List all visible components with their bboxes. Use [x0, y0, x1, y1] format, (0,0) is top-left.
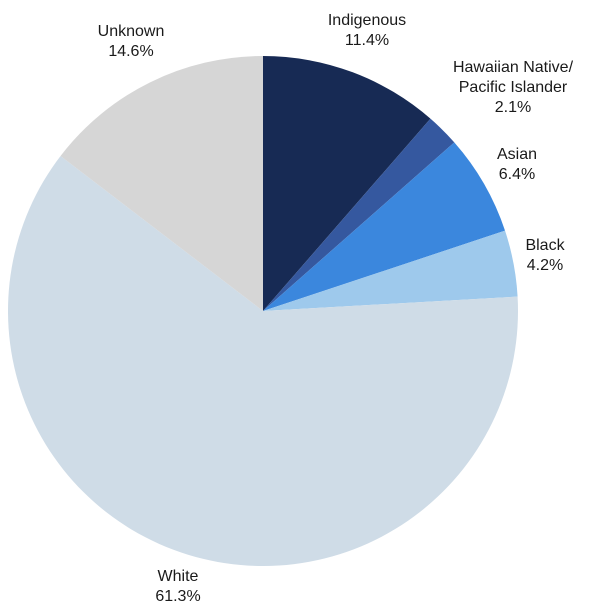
pie-slice-white [7, 155, 518, 567]
slice-value-label: 2.1% [495, 99, 531, 116]
pie-slices [7, 56, 518, 567]
pie-slice-asian [263, 142, 506, 311]
slice-value-label: 14.6% [108, 43, 153, 60]
slice-category-label: Asian [497, 146, 537, 163]
pie-slice-indigenous [263, 56, 431, 311]
pie-labels: Indigenous 11.4% Hawaiian Native/Pacific I… [98, 12, 574, 605]
slice-value-label: 6.4% [499, 166, 535, 183]
slice-category-label: Indigenous [328, 12, 406, 29]
pie-slice-black [263, 230, 518, 311]
slice-category-label: Unknown [98, 23, 165, 40]
slice-category-label: Hawaiian Native/ [453, 59, 574, 76]
slice-label-4: White 61.3% [155, 568, 200, 605]
slice-label-1: Hawaiian Native/Pacific Islander 2.1% [453, 59, 574, 116]
pie-slice-unknown [60, 56, 263, 311]
slice-category-label: Pacific Islander [459, 79, 568, 96]
slice-value-label: 11.4% [345, 32, 389, 49]
slice-label-2: Asian 6.4% [497, 146, 537, 183]
slice-category-label: White [158, 568, 199, 585]
slice-label-0: Indigenous 11.4% [328, 12, 406, 49]
slice-label-3: Black 4.2% [525, 237, 565, 274]
slice-value-label: 61.3% [155, 588, 200, 605]
pie-slice-hawaiian-native-pacific-islander [263, 118, 455, 311]
slice-category-label: Black [525, 237, 565, 254]
slice-value-label: 4.2% [527, 257, 563, 274]
slice-label-5: Unknown 14.6% [98, 23, 165, 60]
